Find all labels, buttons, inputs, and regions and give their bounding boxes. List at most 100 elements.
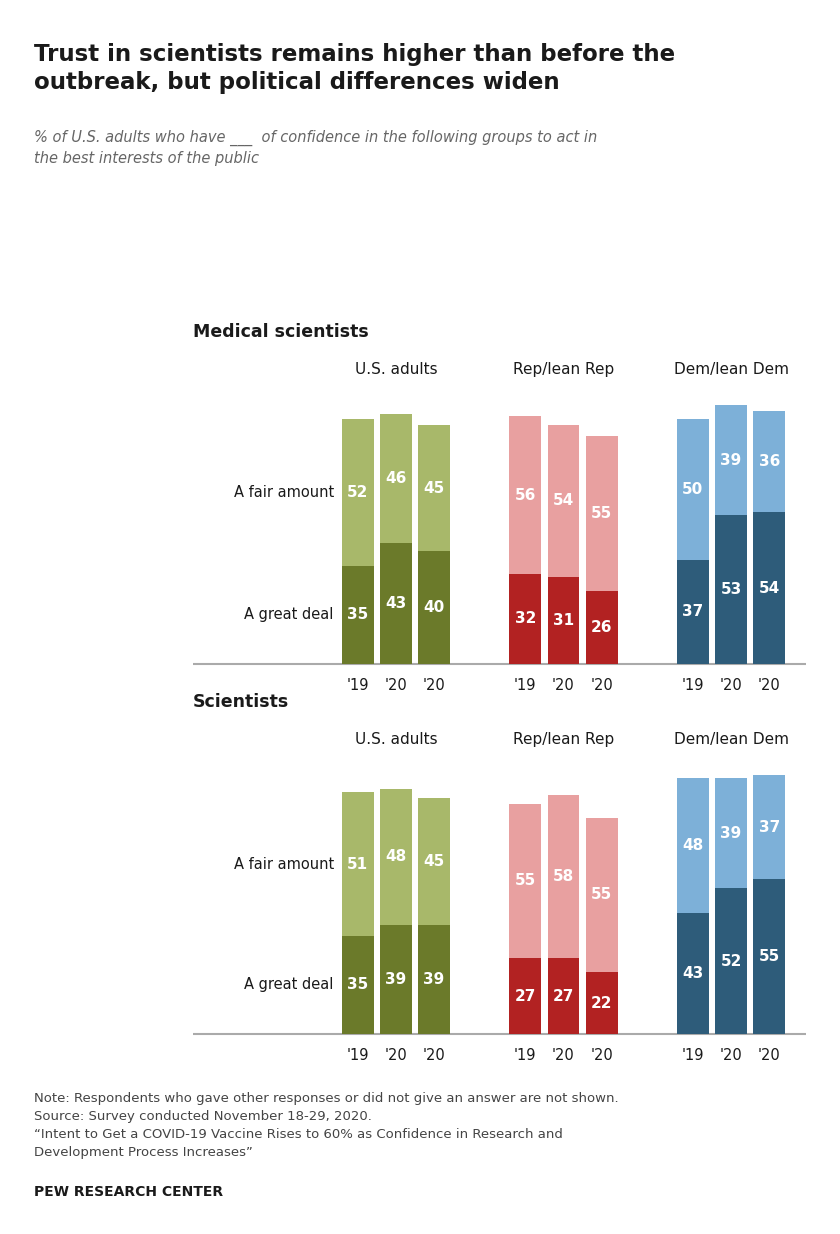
Text: 43: 43 (682, 966, 704, 981)
Bar (342, 420, 374, 565)
Text: '19: '19 (346, 677, 369, 694)
Text: 48: 48 (682, 838, 704, 853)
Bar (677, 420, 709, 560)
Bar (418, 552, 450, 664)
Text: Trust in scientists remains higher than before the
outbreak, but political diffe: Trust in scientists remains higher than … (34, 43, 675, 94)
Bar (509, 803, 541, 959)
Text: 56: 56 (515, 487, 536, 502)
Text: Rep/lean Rep: Rep/lean Rep (513, 732, 614, 748)
Text: 54: 54 (759, 580, 780, 596)
Bar (548, 795, 580, 959)
Bar (509, 959, 541, 1034)
Bar (418, 924, 450, 1034)
Text: 32: 32 (515, 612, 536, 627)
Bar (548, 959, 580, 1034)
Text: 22: 22 (591, 996, 612, 1011)
Text: Medical scientists: Medical scientists (193, 322, 369, 341)
Text: Scientists: Scientists (193, 692, 290, 711)
Text: 37: 37 (682, 605, 704, 619)
Text: '19: '19 (514, 677, 537, 694)
Bar (677, 913, 709, 1034)
Text: 48: 48 (386, 849, 407, 865)
Text: A fair amount: A fair amount (234, 856, 333, 871)
Bar (509, 574, 541, 664)
Bar (585, 972, 617, 1034)
Text: Dem/lean Dem: Dem/lean Dem (674, 362, 789, 378)
Bar (715, 405, 747, 515)
Text: 55: 55 (515, 874, 536, 888)
Bar (380, 413, 412, 543)
Text: 45: 45 (423, 854, 444, 869)
Text: A great deal: A great deal (244, 607, 333, 622)
Bar (677, 779, 709, 913)
Text: '20: '20 (758, 677, 780, 694)
Bar (585, 591, 617, 664)
Bar (585, 436, 617, 591)
Text: 35: 35 (347, 607, 368, 622)
Text: 39: 39 (721, 453, 742, 468)
Text: 43: 43 (386, 596, 407, 611)
Bar (585, 818, 617, 972)
Text: 45: 45 (423, 481, 444, 496)
Text: 36: 36 (759, 454, 780, 469)
Text: 53: 53 (721, 582, 742, 597)
Text: '20: '20 (720, 1048, 743, 1064)
Text: U.S. adults: U.S. adults (354, 732, 437, 748)
Text: Rep/lean Rep: Rep/lean Rep (513, 362, 614, 378)
Text: '20: '20 (423, 677, 445, 694)
Text: 37: 37 (759, 819, 780, 835)
Bar (380, 543, 412, 664)
Text: 46: 46 (386, 471, 407, 486)
Bar (753, 775, 785, 880)
Text: 55: 55 (759, 949, 780, 964)
Text: 31: 31 (553, 613, 574, 628)
Bar (342, 792, 374, 935)
Bar (715, 779, 747, 888)
Text: '19: '19 (346, 1048, 369, 1064)
Text: A great deal: A great deal (244, 977, 333, 992)
Text: 35: 35 (347, 977, 368, 992)
Text: 52: 52 (721, 954, 742, 969)
Text: '20: '20 (591, 677, 613, 694)
Text: 26: 26 (591, 619, 612, 636)
Text: '20: '20 (758, 1048, 780, 1064)
Text: A fair amount: A fair amount (234, 485, 333, 500)
Bar (753, 880, 785, 1034)
Text: 55: 55 (591, 887, 612, 902)
Text: '20: '20 (552, 1048, 575, 1064)
Text: 27: 27 (515, 988, 536, 1003)
Bar (380, 790, 412, 924)
Bar (548, 424, 580, 576)
Bar (342, 565, 374, 664)
Text: U.S. adults: U.S. adults (354, 362, 437, 378)
Bar (380, 924, 412, 1034)
Text: 39: 39 (423, 972, 444, 987)
Text: '20: '20 (423, 1048, 445, 1064)
Text: 58: 58 (553, 869, 574, 885)
Bar (509, 417, 541, 574)
Text: '20: '20 (385, 677, 407, 694)
Text: 40: 40 (423, 600, 444, 616)
Text: 55: 55 (591, 506, 612, 521)
Text: Dem/lean Dem: Dem/lean Dem (674, 732, 789, 748)
Text: '20: '20 (552, 677, 575, 694)
Text: '19: '19 (681, 677, 704, 694)
Text: '19: '19 (681, 1048, 704, 1064)
Bar (753, 512, 785, 664)
Bar (418, 424, 450, 552)
Bar (715, 515, 747, 664)
Text: 52: 52 (347, 485, 368, 500)
Bar (753, 411, 785, 512)
Text: 50: 50 (682, 482, 704, 497)
Text: 54: 54 (553, 494, 574, 508)
Text: % of U.S. adults who have ___  of confidence in the following groups to act in
t: % of U.S. adults who have ___ of confide… (34, 130, 597, 165)
Text: '20: '20 (591, 1048, 613, 1064)
Bar (548, 576, 580, 664)
Text: 27: 27 (553, 988, 575, 1003)
Bar (715, 888, 747, 1034)
Text: '20: '20 (385, 1048, 407, 1064)
Bar (677, 560, 709, 664)
Text: '19: '19 (514, 1048, 537, 1064)
Text: 39: 39 (721, 826, 742, 840)
Text: Note: Respondents who gave other responses or did not give an answer are not sho: Note: Respondents who gave other respons… (34, 1092, 618, 1159)
